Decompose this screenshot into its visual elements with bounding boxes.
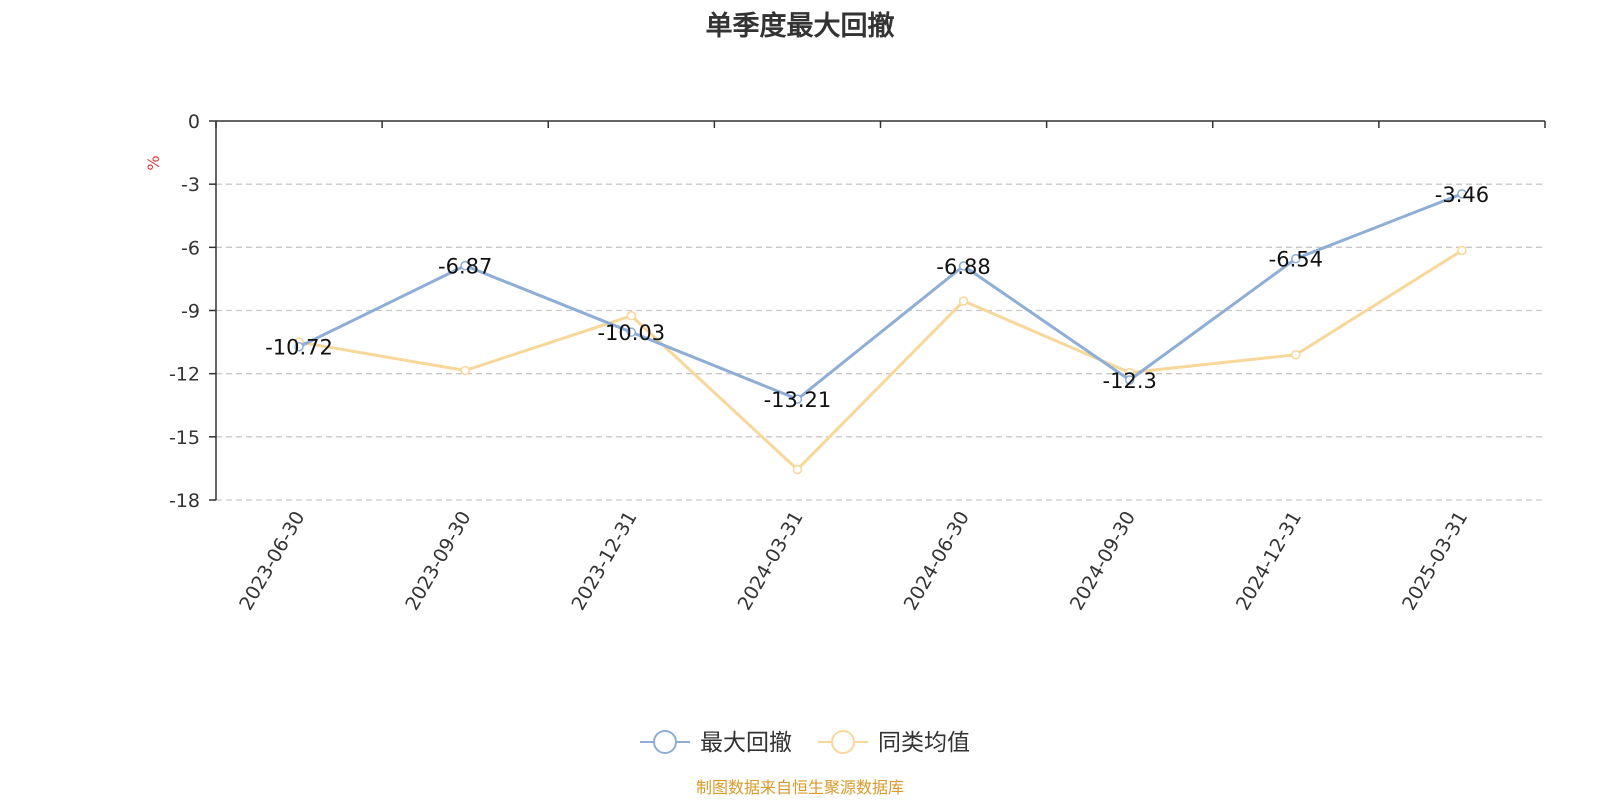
data-label: -6.87 — [438, 255, 492, 279]
x-tick-label: 2023-12-31 — [567, 508, 641, 615]
x-tick-label: 2024-03-31 — [734, 508, 808, 615]
data-label: -10.72 — [265, 336, 333, 360]
data-point[interactable] — [460, 260, 470, 271]
data-point[interactable] — [792, 464, 803, 475]
y-tick-label: -18 — [169, 490, 200, 512]
y-tick-label: -9 — [181, 301, 200, 323]
data-point[interactable] — [792, 394, 803, 404]
legend-label-2[interactable]: 同类均值 — [878, 730, 970, 756]
x-tick-label: 2025-03-31 — [1398, 508, 1472, 615]
data-point[interactable] — [294, 341, 304, 352]
x-tick-label: 2024-12-31 — [1232, 508, 1306, 615]
data-label: -12.3 — [1103, 369, 1157, 393]
data-point[interactable] — [1291, 349, 1301, 360]
legend-label-1[interactable]: 最大回撤 — [700, 730, 792, 756]
y-tick-label: -3 — [181, 174, 200, 196]
x-tick-label: 2023-09-30 — [401, 508, 475, 615]
y-tick-label: -12 — [169, 364, 200, 386]
data-point[interactable] — [1124, 375, 1135, 385]
y-axis-unit: % — [144, 155, 163, 170]
data-label: -10.03 — [597, 321, 665, 345]
y-tick-label: 0 — [188, 111, 200, 133]
data-point[interactable] — [958, 261, 969, 271]
data-point[interactable] — [1291, 253, 1301, 264]
data-point[interactable] — [460, 365, 470, 376]
x-tick-label: 2023-06-30 — [235, 508, 309, 615]
legend-marker-1[interactable] — [653, 730, 677, 754]
data-label: -3.46 — [1435, 183, 1489, 207]
data-point[interactable] — [1457, 189, 1467, 199]
y-tick-label: -15 — [169, 427, 200, 449]
x-tick-label: 2024-06-30 — [900, 508, 974, 615]
y-tick-label: -6 — [181, 237, 200, 259]
x-tick-label: 2024-09-30 — [1066, 508, 1140, 615]
series-line-1 — [297, 192, 1464, 401]
data-label: -6.88 — [936, 255, 990, 279]
data-point[interactable] — [958, 296, 969, 306]
data-point[interactable] — [626, 311, 637, 321]
data-label: -13.21 — [764, 388, 832, 412]
source-note: 制图数据来自恒生聚源数据库 — [695, 778, 904, 797]
data-label: -6.54 — [1269, 248, 1323, 272]
data-point[interactable] — [1457, 245, 1467, 256]
chart-title: 单季度最大回撤 — [705, 11, 895, 42]
series-line-2 — [297, 248, 1464, 471]
data-point[interactable] — [626, 327, 637, 337]
legend-marker-2[interactable] — [831, 730, 855, 754]
